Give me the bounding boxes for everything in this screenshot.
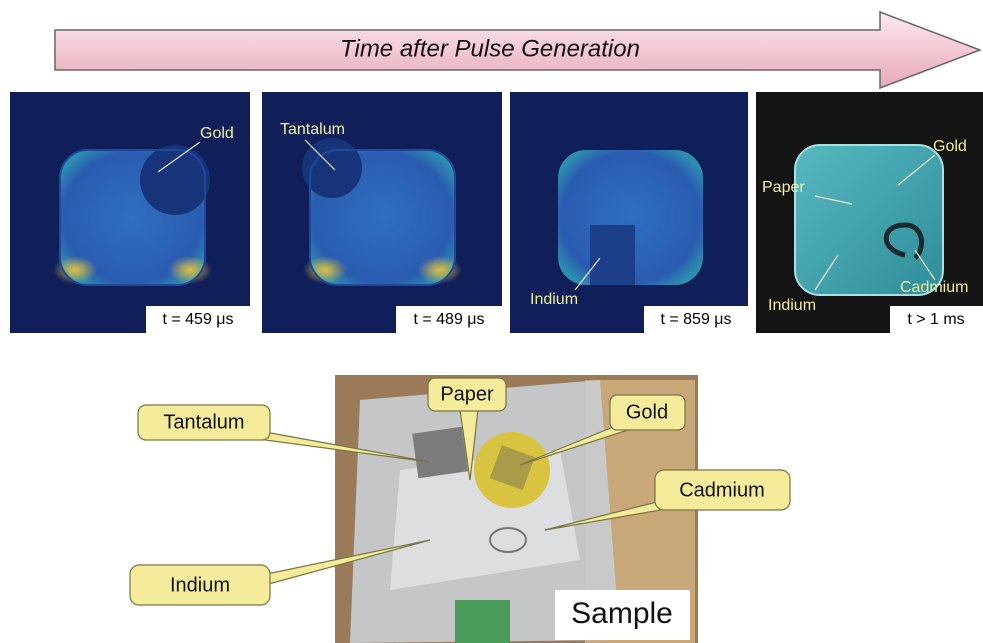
callout-label: Indium: [170, 574, 230, 596]
panel-label: Indium: [768, 297, 816, 314]
callout-label: Paper: [440, 383, 494, 405]
time-label: t = 489 μs: [413, 311, 484, 328]
panel-label: Gold: [933, 138, 967, 155]
callouts: Tantalum Paper Gold Cadmium Indium: [129, 377, 791, 606]
panel-label: Cadmium: [900, 279, 968, 296]
panel: Indium t = 859 μs: [510, 92, 748, 333]
callout-label: Gold: [626, 401, 668, 423]
time-label: t > 1 ms: [907, 311, 964, 328]
callout-label: Cadmium: [679, 479, 765, 501]
panel-label: Indium: [530, 291, 578, 308]
sample-label: Sample: [571, 597, 673, 630]
panel: Paper Gold Cadmium Indium t > 1 ms: [756, 92, 983, 333]
time-label: t = 459 μs: [162, 311, 233, 328]
time-label: t = 859 μs: [660, 311, 731, 328]
panel-label: Gold: [200, 125, 234, 142]
panel: Tantalum t = 489 μs: [262, 92, 502, 333]
arrow-title: Time after Pulse Generation: [340, 35, 640, 62]
panel: Gold t = 459 μs: [10, 92, 250, 333]
time-arrow: Time after Pulse Generation: [54, 10, 983, 90]
callout-label: Tantalum: [163, 411, 244, 433]
panel-label: Tantalum: [280, 121, 345, 138]
panel-label: Paper: [762, 179, 805, 196]
